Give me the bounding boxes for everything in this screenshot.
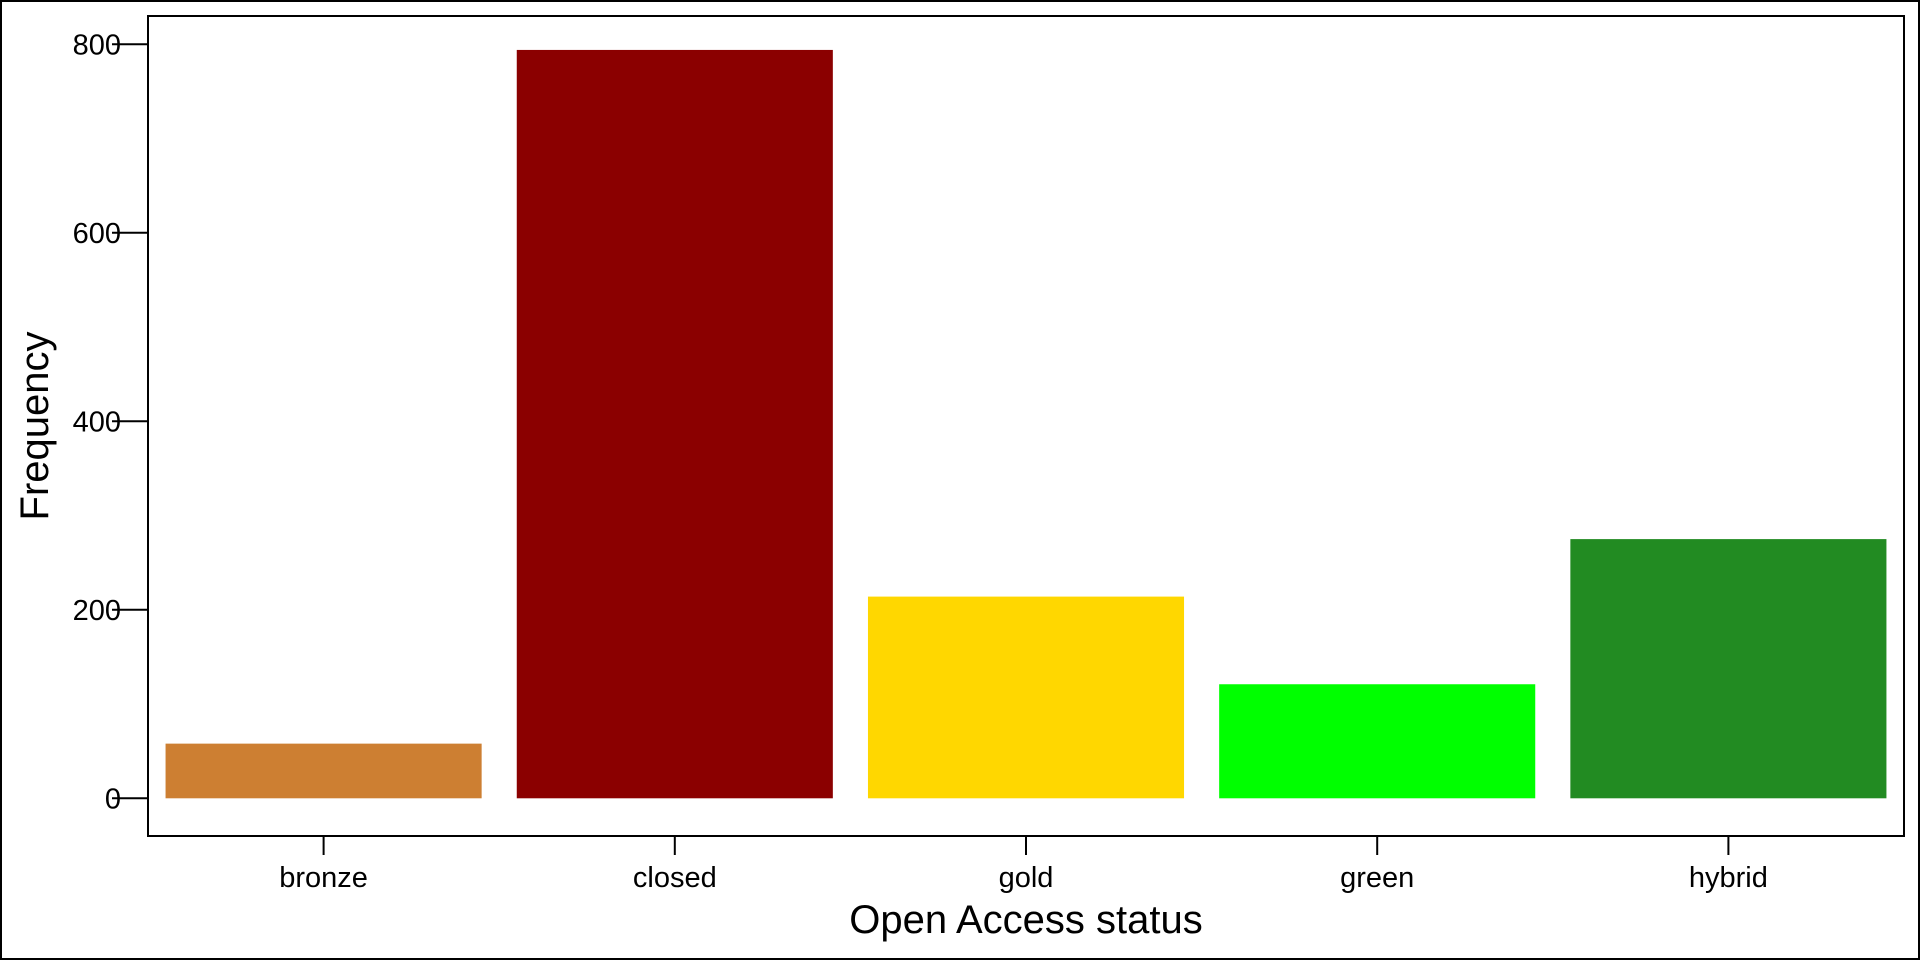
bar-hybrid (1570, 539, 1887, 799)
y-tick-label-200: 200 (73, 595, 121, 627)
y-tick-label-600: 600 (73, 218, 121, 250)
bar-bronze (165, 743, 482, 799)
x-tick-label-hybrid: hybrid (1689, 862, 1768, 894)
bars-layer (165, 49, 1887, 799)
y-tick-label-0: 0 (105, 783, 121, 815)
bar-green (1219, 684, 1536, 799)
bar-gold (867, 596, 1185, 799)
x-tick-label-green: green (1340, 862, 1414, 894)
x-tick-label-bronze: bronze (279, 862, 368, 894)
y-axis-title: Frequency (13, 332, 57, 521)
bar-closed (516, 49, 833, 799)
x-tick-label-closed: closed (633, 862, 717, 894)
x-tick-label-gold: gold (999, 862, 1054, 894)
y-tick-label-400: 400 (73, 406, 121, 438)
y-axis: 0 200 400 600 800 (73, 29, 148, 815)
x-axis: bronze closed gold green hybrid (279, 836, 1768, 894)
y-tick-label-800: 800 (73, 29, 121, 61)
x-axis-title: Open Access status (849, 898, 1203, 942)
